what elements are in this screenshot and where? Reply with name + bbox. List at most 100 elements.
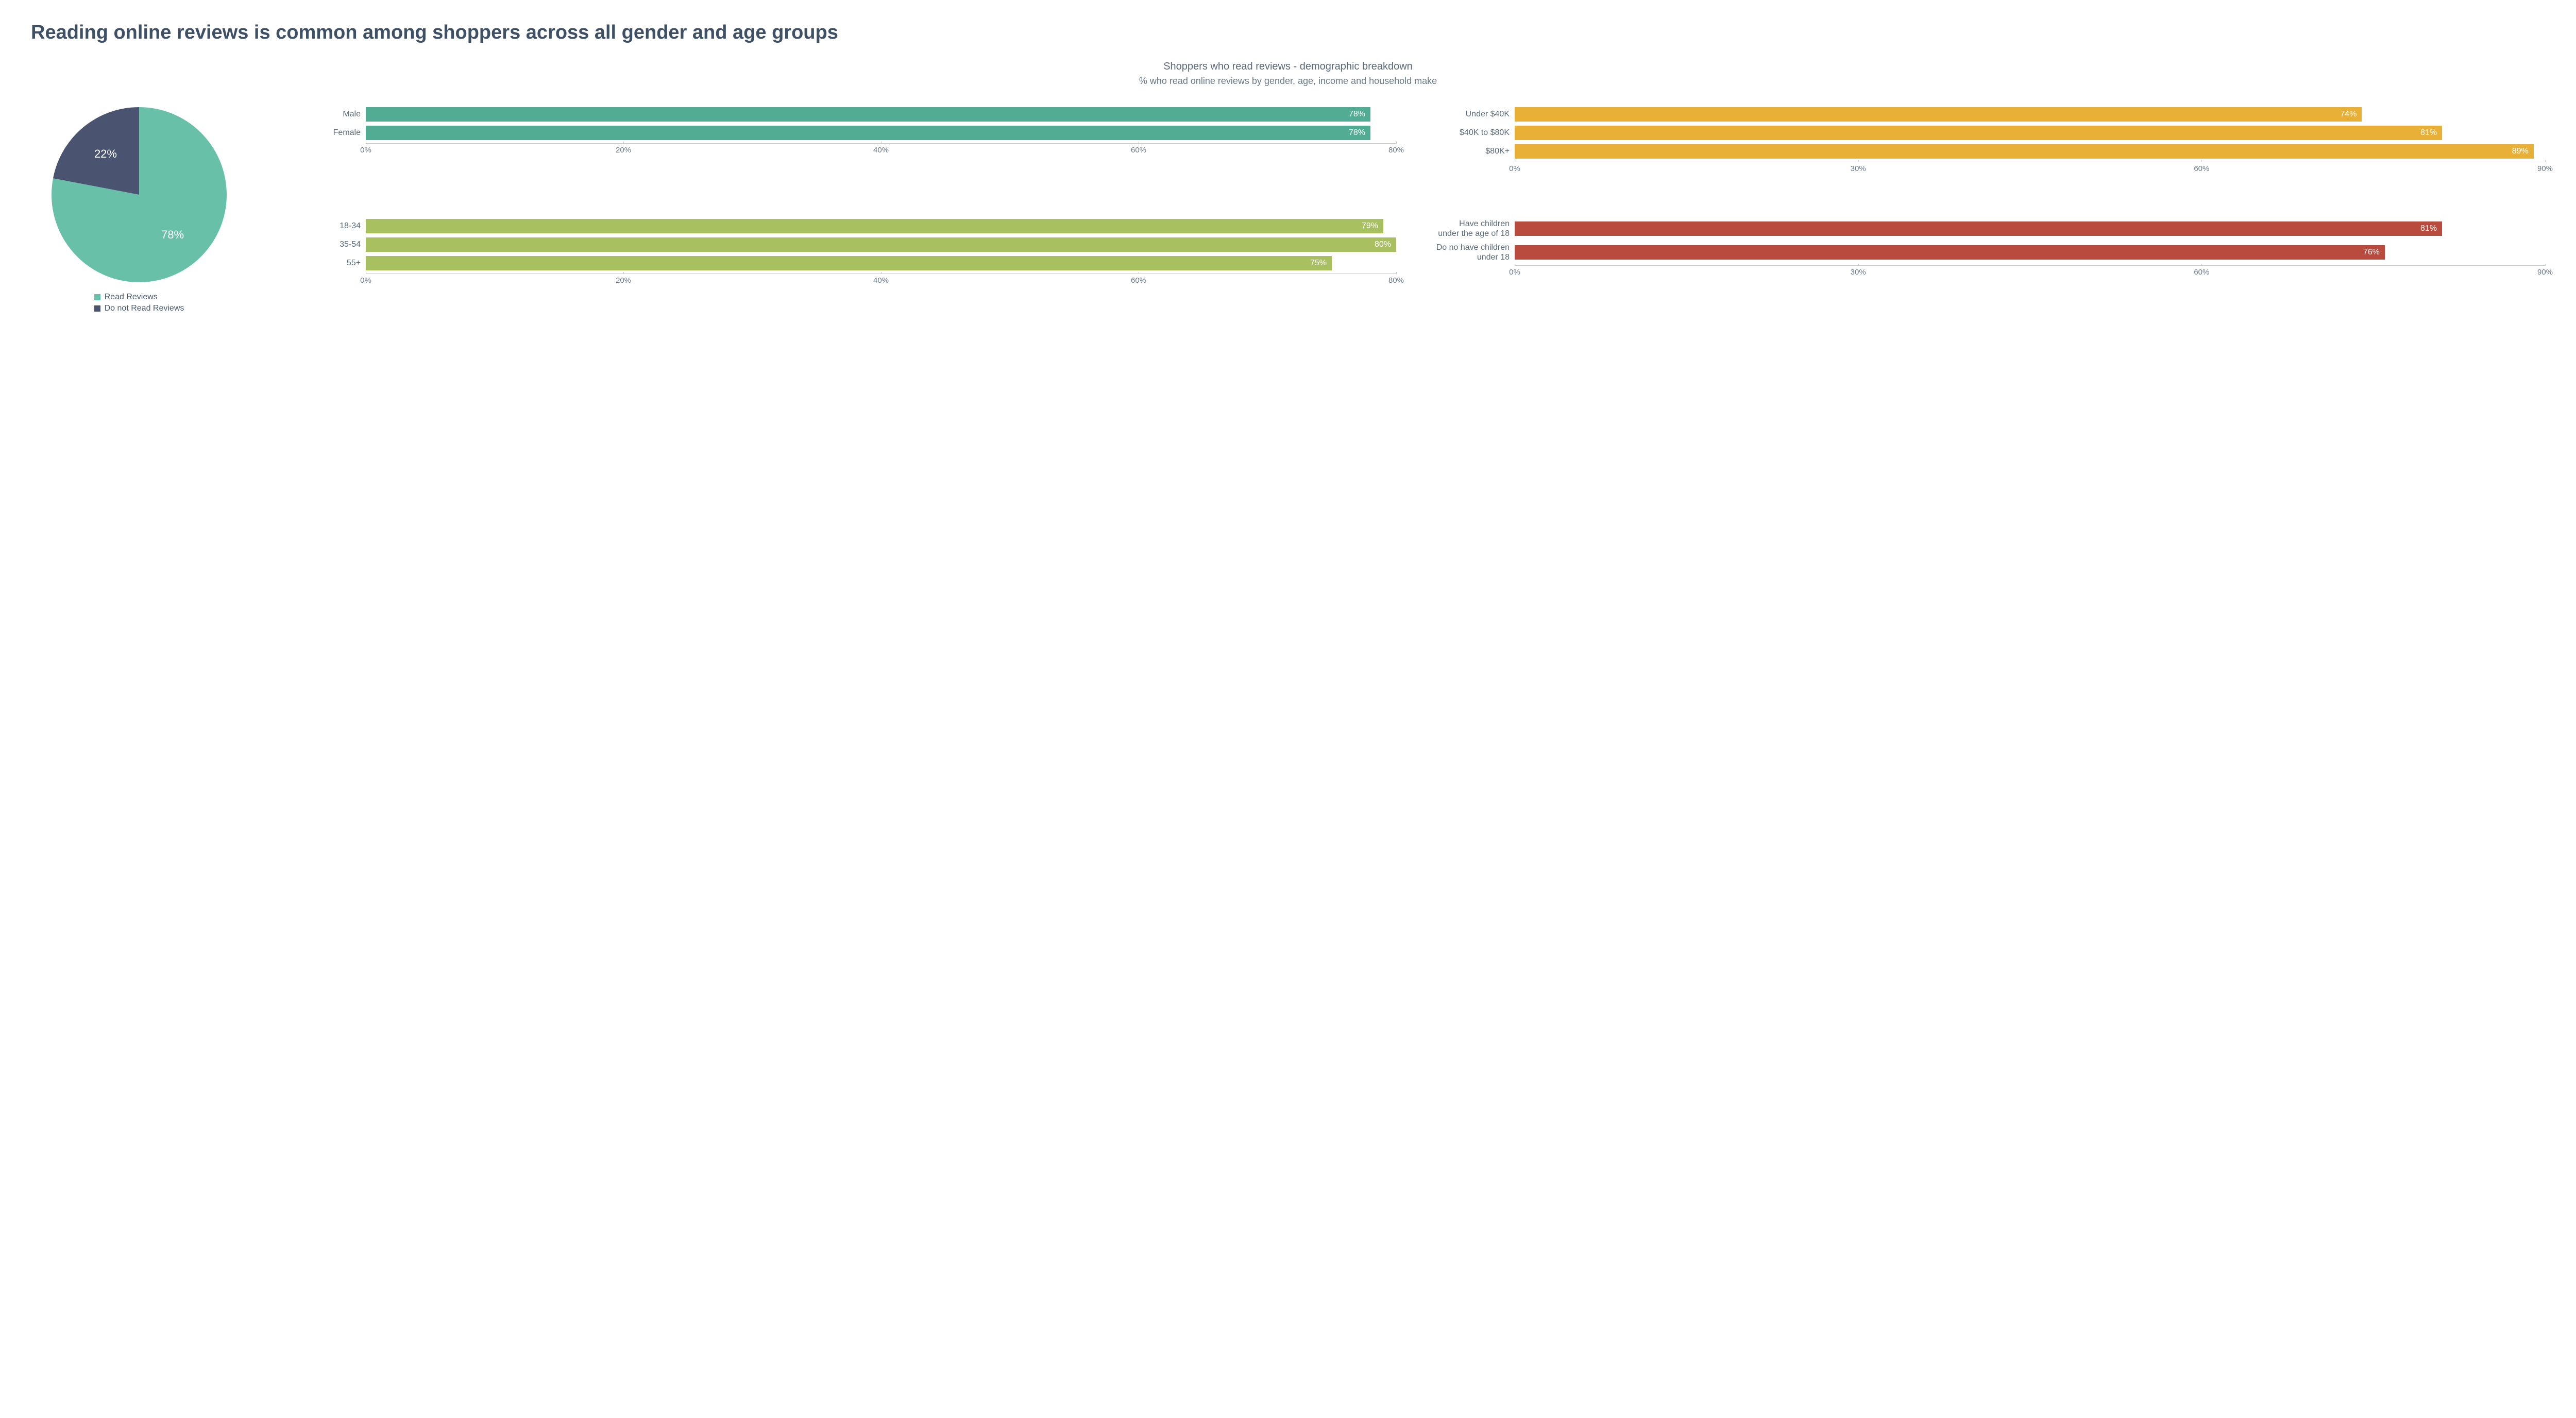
axis-tick: 20% [616, 276, 631, 285]
bar-category-label: Male [273, 109, 361, 119]
axis-ticks: 0%20%40%60%80% [366, 274, 1396, 286]
bar-track: 75% [366, 256, 1396, 270]
dashboard-grid: 78% 22% Read Reviews Do not Read Reviews M… [31, 107, 2545, 315]
bar-row: Female 78% [273, 126, 1396, 140]
bar-track: 78% [366, 107, 1396, 122]
axis-tick: 60% [2194, 268, 2209, 277]
axis-ticks: 0%30%60%90% [1515, 265, 2545, 278]
axis-tick: 60% [1131, 276, 1146, 285]
bar-value-label: 80% [1375, 240, 1391, 249]
x-axis: 0%20%40%60%80% [273, 143, 1396, 156]
bar-category-label: 18-34 [273, 221, 361, 231]
bar-track: 74% [1515, 107, 2545, 122]
axis-tick: 90% [2537, 164, 2553, 173]
axis-tick: 90% [2537, 268, 2553, 277]
bar-value-label: 78% [1349, 110, 1365, 119]
pie-legend-item-0: Read Reviews [94, 293, 184, 302]
legend-swatch [94, 305, 100, 312]
bar-value-label: 78% [1349, 128, 1365, 138]
bar-row: Male 78% [273, 107, 1396, 122]
bar-fill: 75% [366, 256, 1332, 270]
chart-subtitle: Shoppers who read reviews - demographic … [31, 61, 2545, 73]
axis-tick: 30% [1851, 164, 1866, 173]
bar-fill: 79% [366, 219, 1383, 233]
bar-row: Have children under the age of 18 81% [1422, 219, 2545, 238]
bar-track: 76% [1515, 245, 2545, 260]
bar-category-label: Have children under the age of 18 [1422, 219, 1510, 238]
bar-value-label: 74% [2340, 110, 2357, 119]
axis-tick: 0% [1509, 164, 1520, 173]
bar-row: 55+ 75% [273, 256, 1396, 270]
bar-track: 80% [366, 237, 1396, 252]
income-bar-chart: Under $40K 74% $40K to $80K 81% $80K+ 89% 0% 30… [1422, 107, 2545, 174]
bar-fill: 81% [1515, 126, 2442, 140]
bar-fill: 76% [1515, 245, 2385, 260]
axis-tick: 40% [873, 276, 889, 285]
axis-tick: 0% [1509, 268, 1520, 277]
bar-fill: 78% [366, 107, 1370, 122]
bar-track: 81% [1515, 221, 2545, 236]
bar-category-label: Female [273, 128, 361, 138]
bar-row: 35-54 80% [273, 237, 1396, 252]
axis-tick: 30% [1851, 268, 1866, 277]
axis-tick: 0% [360, 146, 371, 155]
axis-ticks: 0%30%60%90% [1515, 162, 2545, 174]
bar-row: $40K to $80K 81% [1422, 126, 2545, 140]
bar-category-label: $80K+ [1422, 146, 1510, 156]
legend-swatch [94, 294, 100, 300]
axis-ticks: 0%20%40%60%80% [366, 143, 1396, 156]
pie-svg [52, 107, 227, 282]
legend-label: Read Reviews [105, 293, 158, 302]
bar-category-label: 55+ [273, 258, 361, 268]
pie-slice-label-1: 22% [94, 147, 117, 161]
x-axis: 0%20%40%60%80% [273, 274, 1396, 286]
bar-fill: 74% [1515, 107, 2362, 122]
axis-tick: 20% [616, 146, 631, 155]
page-title: Reading online reviews is common among s… [31, 21, 2545, 45]
bar-row: Under $40K 74% [1422, 107, 2545, 122]
bars-area: 18-34 79% 35-54 80% 55+ 75% [273, 219, 1396, 270]
axis-tick: 40% [873, 146, 889, 155]
bars-area: Male 78% Female 78% [273, 107, 1396, 140]
legend-label: Do not Read Reviews [105, 304, 184, 313]
bar-track: 78% [366, 126, 1396, 140]
household-bar-chart: Have children under the age of 18 81% Do n… [1422, 219, 2545, 278]
bar-row: Do no have children under 18 76% [1422, 243, 2545, 262]
age-bar-chart: 18-34 79% 35-54 80% 55+ 75% 0% 20% 40% 60% 80% [273, 219, 1396, 286]
axis-tick: 60% [2194, 164, 2209, 173]
pie-slice-label-0: 78% [161, 228, 184, 242]
pie-chart-cell: 78% 22% Read Reviews Do not Read Reviews [31, 107, 247, 315]
bar-row: $80K+ 89% [1422, 144, 2545, 159]
pie-chart: 78% 22% [52, 107, 227, 282]
bar-value-label: 79% [1362, 221, 1378, 231]
bar-track: 89% [1515, 144, 2545, 159]
bar-track: 79% [366, 219, 1396, 233]
bar-value-label: 89% [2512, 147, 2529, 156]
chart-subsubtitle: % who read online reviews by gender, age… [31, 76, 2545, 87]
bar-value-label: 75% [1310, 259, 1327, 268]
pie-legend: Read Reviews Do not Read Reviews [94, 291, 184, 315]
bar-category-label: 35-54 [273, 240, 361, 249]
gender-bar-chart: Male78%Female78%0%20%40%60%80% [273, 107, 1396, 156]
bar-fill: 80% [366, 237, 1396, 252]
axis-tick: 80% [1388, 276, 1404, 285]
bar-category-label: $40K to $80K [1422, 128, 1510, 138]
bar-value-label: 81% [2420, 128, 2437, 138]
bar-row: 18-34 79% [273, 219, 1396, 233]
bar-fill: 81% [1515, 221, 2442, 236]
x-axis: 0%30%60%90% [1422, 162, 2545, 174]
bar-value-label: 76% [2363, 248, 2380, 257]
bar-fill: 89% [1515, 144, 2534, 159]
axis-tick: 80% [1388, 146, 1404, 155]
bars-area: Have children under the age of 18 81% Do n… [1422, 219, 2545, 263]
bar-track: 81% [1515, 126, 2545, 140]
axis-tick: 0% [360, 276, 371, 285]
pie-legend-item-1: Do not Read Reviews [94, 304, 184, 313]
bar-value-label: 81% [2420, 224, 2437, 233]
x-axis: 0%30%60%90% [1422, 265, 2545, 278]
axis-tick: 60% [1131, 146, 1146, 155]
bars-area: Under $40K 74% $40K to $80K 81% $80K+ 89% [1422, 107, 2545, 159]
bar-fill: 78% [366, 126, 1370, 140]
bar-category-label: Do no have children under 18 [1422, 243, 1510, 262]
bar-category-label: Under $40K [1422, 109, 1510, 119]
